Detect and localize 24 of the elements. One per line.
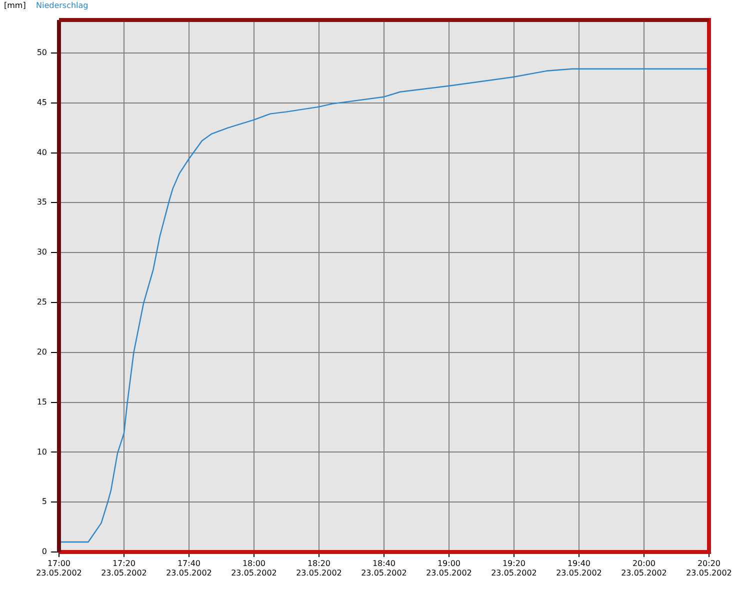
- y-tick-label: 10: [36, 447, 47, 456]
- x-tick-label: 17:40 23.05.2002: [166, 558, 212, 578]
- y-tick-label: 0: [42, 547, 47, 556]
- x-tick-label: 19:20 23.05.2002: [491, 558, 537, 578]
- y-tick-label: 45: [36, 98, 47, 107]
- y-tick-label: 5: [42, 497, 47, 506]
- text: Niederschlag: [36, 1, 88, 10]
- y-tick-label: 35: [36, 198, 47, 207]
- y-tick-label: 25: [36, 298, 47, 307]
- x-tick-label: 19:40 23.05.2002: [556, 558, 602, 578]
- y-tick-label: 30: [36, 248, 47, 257]
- y-tick-label: 15: [36, 397, 47, 406]
- y-tick-label: 20: [36, 347, 47, 356]
- x-tick-label: 19:00 23.05.2002: [426, 558, 472, 578]
- x-tick-label: 18:20 23.05.2002: [296, 558, 342, 578]
- x-tick-label: 20:20 23.05.2002: [686, 558, 732, 578]
- x-tick-label: 17:20 23.05.2002: [101, 558, 147, 578]
- y-tick-label: 40: [36, 148, 47, 157]
- y-axis-title: [mm]: [4, 1, 26, 10]
- x-tick-label: 20:00 23.05.2002: [621, 558, 667, 578]
- y-tick-label: 50: [36, 48, 47, 58]
- x-tick-label: 18:40 23.05.2002: [361, 558, 407, 578]
- x-tick-label: 18:00 23.05.2002: [231, 558, 277, 578]
- x-tick-label: 17:00 23.05.2002: [36, 558, 82, 578]
